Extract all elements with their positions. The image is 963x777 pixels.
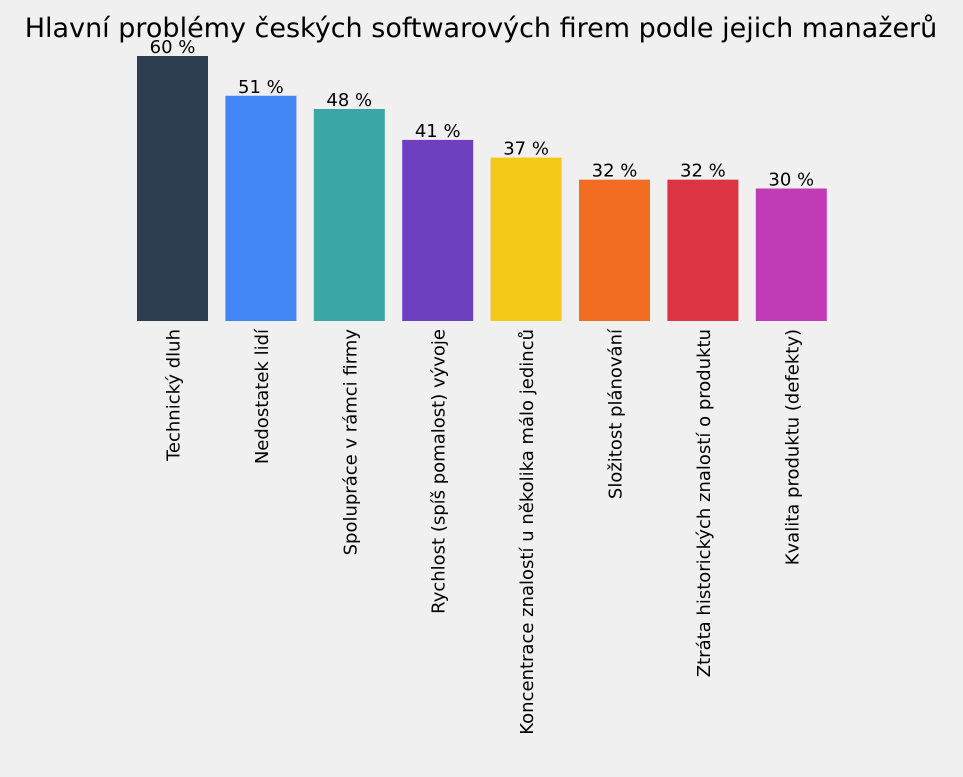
- x-tick-label-7: Ztráta historických znalostí o produktu: [694, 329, 715, 677]
- x-tick-label-5: Koncentrace znalostí u několika málo jed…: [517, 329, 538, 735]
- x-tick-label-8: Kvalita produktu (defekty): [782, 329, 803, 565]
- bar-5: [490, 157, 562, 321]
- value-label-2: 51 %: [238, 77, 284, 98]
- bar-1: [137, 56, 208, 321]
- value-label-3: 48 %: [326, 90, 372, 111]
- value-label-1: 60 %: [150, 37, 196, 58]
- bar-3: [313, 109, 385, 321]
- bar-6: [579, 179, 650, 321]
- value-label-4: 41 %: [415, 121, 461, 142]
- value-labels-group: 60 % 51 % 48 % 41 % 37 % 32 % 32 % 30 %: [150, 37, 815, 191]
- x-tick-label-4: Rychlost (spíš pomalost) vývoje: [429, 329, 450, 614]
- bars-group: [137, 56, 827, 321]
- x-tick-labels-group: Technický dluh Nedostatek lidí Spolupráce …: [164, 328, 804, 735]
- value-label-8: 30 %: [768, 170, 814, 191]
- chart-title: Hlavní problémy českých softwarových fir…: [25, 13, 938, 44]
- value-label-5: 37 %: [503, 139, 549, 160]
- x-tick-label-6: Složitost plánování: [606, 328, 627, 499]
- bar-2: [225, 95, 297, 321]
- bar-4: [402, 139, 474, 321]
- value-label-6: 32 %: [592, 161, 638, 182]
- value-label-7: 32 %: [680, 161, 726, 182]
- x-tick-label-1: Technický dluh: [164, 329, 185, 462]
- bar-8: [755, 188, 827, 321]
- bar-7: [667, 179, 739, 321]
- x-tick-label-2: Nedostatek lidí: [252, 328, 273, 464]
- x-tick-label-3: Spolupráce v rámci firmy: [340, 329, 361, 556]
